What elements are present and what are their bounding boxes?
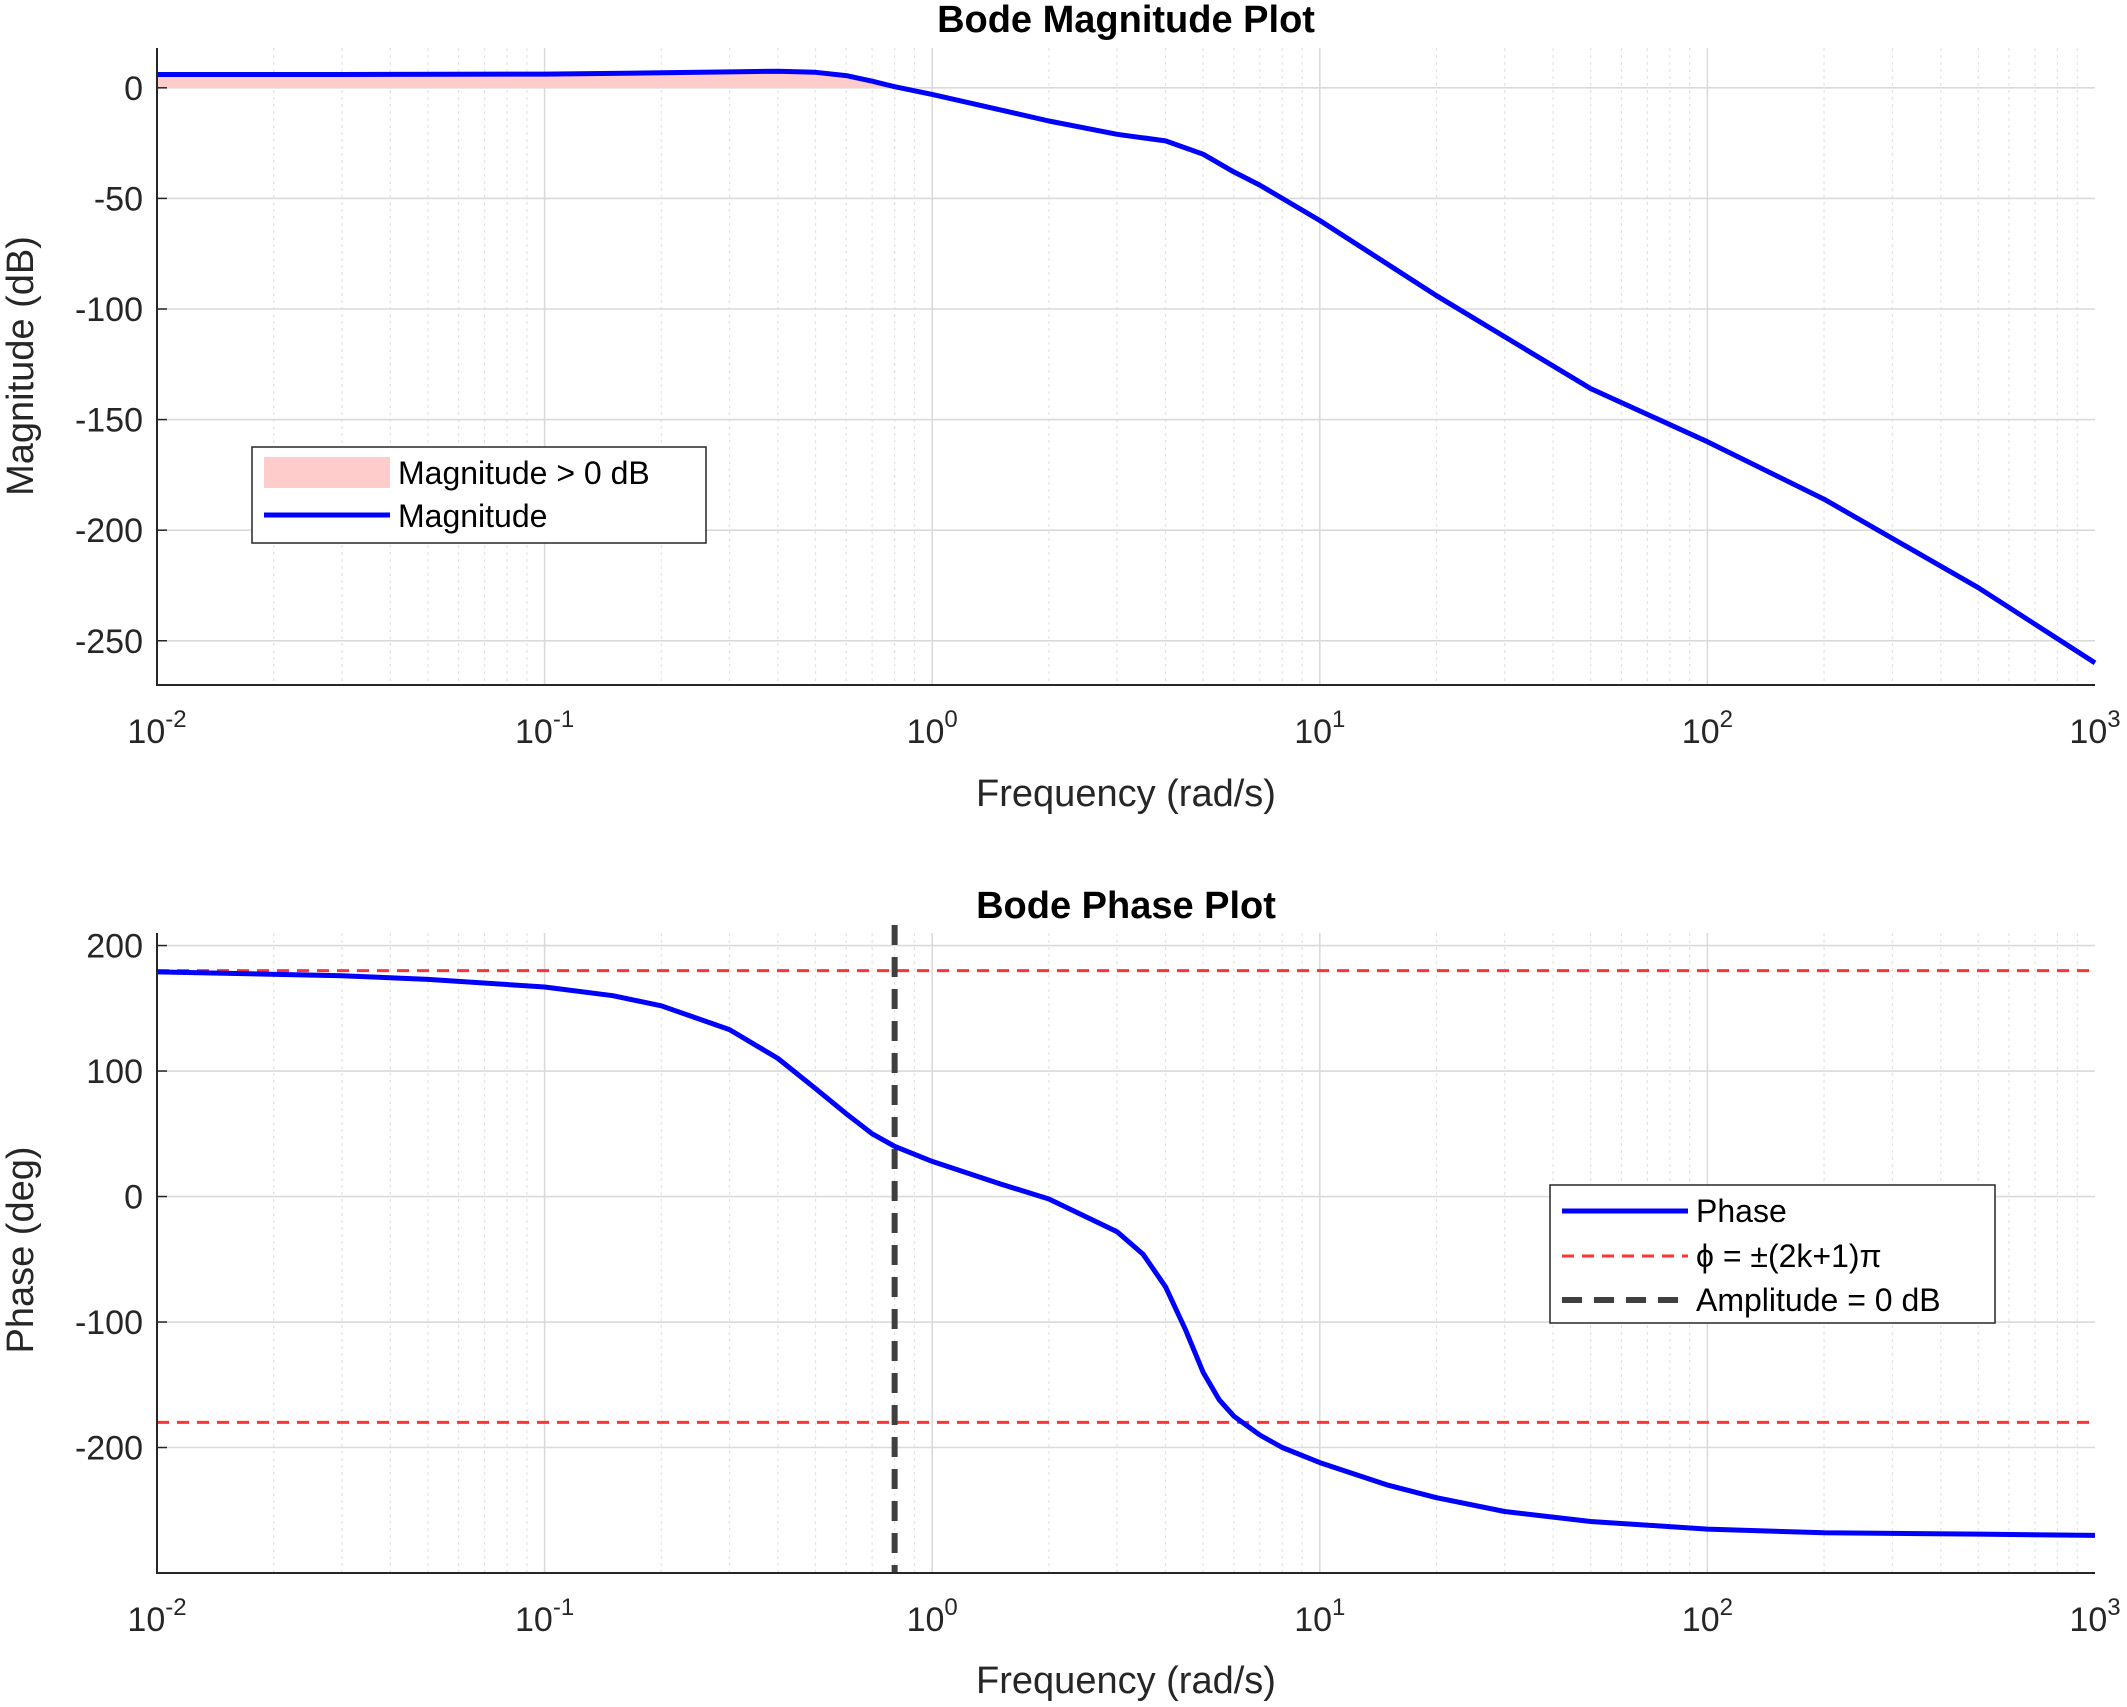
phase-x-tick-label: 103 xyxy=(2069,1594,2120,1639)
phase-line xyxy=(156,969,2096,1538)
phase-y-tick-label: -200 xyxy=(75,1430,143,1468)
phase-reference-lines xyxy=(157,969,2095,1424)
phase-y-tick-label: 100 xyxy=(86,1053,143,1091)
phase-y-tick-label: -100 xyxy=(75,1304,143,1342)
magnitude-legend-line-label: Magnitude xyxy=(398,498,547,534)
magnitude-y-tick-label: 0 xyxy=(124,70,143,108)
phase-x-tick-label: 101 xyxy=(1294,1594,1345,1639)
phase-y-axis-label: Phase (deg) xyxy=(0,1146,42,1353)
magnitude-legend: Magnitude > 0 dB Magnitude xyxy=(251,446,707,544)
magnitude-legend-area-label: Magnitude > 0 dB xyxy=(398,455,650,491)
phase-axes-box xyxy=(156,933,2095,1574)
phase-x-tick-labels: 10-2 10-1 100 101 102 103 xyxy=(127,1594,2120,1639)
phase-x-tick-label: 10-1 xyxy=(515,1594,574,1639)
phase-y-tick-labels: 200 100 0 -100 -200 xyxy=(75,928,167,1468)
magnitude-y-tick-label: -250 xyxy=(75,623,143,661)
magnitude-legend-area-swatch xyxy=(264,457,390,488)
phase-x-axis-label: Frequency (rad/s) xyxy=(976,1660,1276,1702)
magnitude-x-tick-label: 101 xyxy=(1294,706,1345,751)
magnitude-y-tick-label: -50 xyxy=(94,180,143,218)
magnitude-x-tick-label: 10-2 xyxy=(127,706,186,751)
magnitude-x-tick-label: 102 xyxy=(1682,706,1733,751)
magnitude-plot-area xyxy=(157,48,2095,685)
phase-legend-amplitude-label: Amplitude = 0 dB xyxy=(1696,1282,1941,1318)
magnitude-x-tick-label: 100 xyxy=(907,706,958,751)
phase-grid xyxy=(157,933,2095,1573)
magnitude-y-axis-label: Magnitude (dB) xyxy=(0,236,42,496)
phase-x-tick-label: 10-2 xyxy=(127,1594,186,1639)
magnitude-grid xyxy=(157,48,2095,685)
magnitude-y-tick-label: -200 xyxy=(75,512,143,550)
magnitude-plot: 0-50-100-150-200-250 10-2 10-1 100 101 102 10… xyxy=(0,0,2121,815)
phase-legend-phase-label: Phase xyxy=(1696,1193,1787,1229)
magnitude-line xyxy=(157,68,2097,666)
phase-plot: 200 100 0 -100 -200 10-2 10-1 100 101 102 103 Bod… xyxy=(0,885,2121,1702)
magnitude-y-tick-label: -100 xyxy=(75,291,143,329)
magnitude-title: Bode Magnitude Plot xyxy=(937,0,1315,41)
phase-legend: Phase ϕ = ±(2k+1)π Amplitude = 0 dB xyxy=(1549,1184,1996,1324)
magnitude-x-axis-label: Frequency (rad/s) xyxy=(976,773,1276,815)
phase-y-tick-label: 200 xyxy=(86,928,143,966)
magnitude-x-tick-label: 10-1 xyxy=(515,706,574,751)
phase-x-tick-label: 100 xyxy=(907,1594,958,1639)
phase-y-tick-label: 0 xyxy=(124,1179,143,1217)
phase-title: Bode Phase Plot xyxy=(976,885,1276,927)
magnitude-x-tick-label: 103 xyxy=(2069,706,2120,751)
phase-legend-box xyxy=(1549,1184,1996,1324)
magnitude-series xyxy=(157,68,2097,666)
magnitude-x-tick-labels: 10-2 10-1 100 101 102 103 xyxy=(127,706,2120,751)
magnitude-axes-box xyxy=(156,48,2095,686)
magnitude-y-tick-label: -150 xyxy=(75,402,143,440)
magnitude-y-tick-labels: 0 -50 -100 -150 -200 -250 xyxy=(75,70,167,661)
phase-legend-pi-label: ϕ = ±(2k+1)π xyxy=(1696,1238,1882,1274)
phase-series xyxy=(156,969,2096,1538)
phase-x-tick-label: 102 xyxy=(1682,1594,1733,1639)
